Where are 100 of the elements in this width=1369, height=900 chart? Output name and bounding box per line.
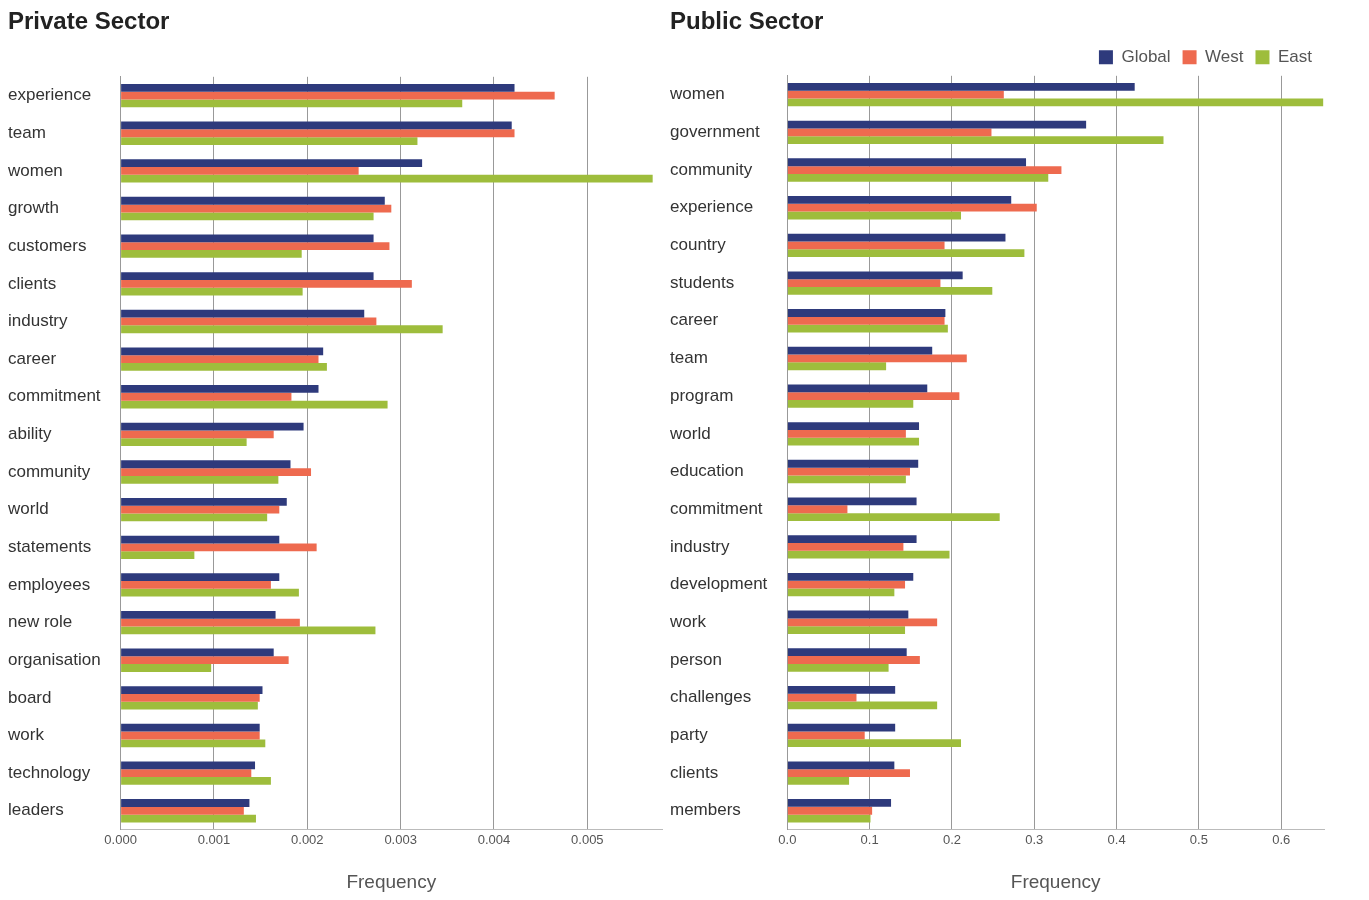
bar [121, 731, 260, 740]
y-tick-label: clients [8, 273, 57, 293]
bar [787, 128, 992, 137]
bar [787, 648, 907, 657]
bar [121, 400, 388, 409]
bar [121, 422, 304, 431]
bar [121, 196, 385, 205]
bar [787, 626, 906, 634]
bar [121, 234, 374, 243]
chart-title: Public Sector [670, 7, 824, 35]
bar [787, 120, 1087, 129]
bar [787, 211, 962, 220]
y-tick-label: experience [670, 197, 754, 217]
bar [787, 776, 850, 785]
bar [787, 497, 917, 506]
bar [121, 769, 252, 778]
bar [787, 580, 906, 589]
bar [121, 761, 256, 770]
bar [121, 83, 515, 92]
bar [121, 505, 280, 514]
y-tick-label: new role [8, 612, 73, 632]
bar [121, 347, 324, 356]
x-tick-label: 0.2 [942, 831, 961, 847]
y-tick-label: commitment [670, 498, 763, 518]
bar [787, 82, 1135, 91]
bar [787, 429, 906, 438]
bar [787, 739, 962, 748]
bar [787, 166, 1062, 174]
y-tick-label: members [670, 800, 741, 820]
bar [787, 173, 1049, 182]
y-tick-label: employees [8, 574, 91, 594]
bar [121, 543, 317, 552]
y-tick-label: program [670, 385, 734, 405]
x-tick-label: 0.004 [477, 831, 511, 847]
bar [787, 535, 917, 544]
bar [121, 777, 271, 785]
y-tick-label: world [669, 423, 711, 443]
bar [121, 535, 280, 544]
bar [121, 806, 244, 815]
y-tick-label: technology [8, 762, 91, 782]
y-tick-label: community [8, 461, 91, 481]
legend-label: West [1205, 46, 1244, 66]
y-tick-label: industry [8, 311, 69, 331]
bar [121, 137, 418, 145]
bar [121, 618, 300, 627]
x-axis-title: Frequency [1010, 870, 1102, 892]
bar [121, 99, 463, 108]
bar [787, 550, 950, 559]
bar [787, 324, 948, 333]
y-tick-label: organisation [8, 649, 101, 669]
bar [787, 761, 895, 770]
y-tick-label: women [7, 160, 63, 180]
bar [787, 806, 873, 815]
bar [787, 731, 865, 740]
y-tick-label: industry [670, 536, 731, 556]
bar [787, 196, 1012, 204]
x-tick-label: 0.3 [1025, 831, 1044, 847]
bar [787, 663, 889, 672]
y-tick-label: community [670, 159, 753, 179]
x-tick-label: 0.5 [1189, 831, 1208, 847]
bar [787, 249, 1025, 258]
bar [121, 475, 279, 484]
bar [787, 686, 896, 694]
bar [121, 362, 327, 371]
bar [121, 664, 212, 672]
bar [121, 279, 412, 288]
bar [121, 723, 260, 732]
bar [787, 279, 941, 287]
y-tick-label: commitment [8, 386, 101, 406]
bar [121, 656, 289, 665]
bar [121, 551, 195, 559]
bar [121, 693, 260, 702]
y-tick-label: students [670, 272, 735, 292]
bar [787, 422, 920, 430]
x-tick-label: 0.6 [1272, 831, 1291, 847]
legend-label: Global [1121, 46, 1171, 66]
bar [787, 203, 1037, 212]
bar [787, 656, 920, 664]
bar [121, 581, 271, 589]
y-tick-label: statements [8, 536, 92, 556]
bar [787, 459, 919, 468]
y-tick-label: ability [8, 424, 52, 444]
bar [787, 241, 945, 250]
bar [121, 686, 263, 694]
bar [787, 158, 1027, 167]
bar [787, 701, 938, 710]
bar [121, 385, 319, 393]
y-tick-label: world [7, 499, 49, 519]
bar [787, 90, 1004, 99]
x-tick-label: 0.001 [197, 831, 231, 847]
bar [121, 739, 266, 748]
bar [121, 272, 374, 280]
bar [121, 91, 555, 100]
legend-label: East [1277, 46, 1313, 66]
bar [121, 212, 374, 221]
y-tick-label: customers [8, 235, 87, 255]
bar [787, 392, 960, 401]
bar [121, 167, 359, 175]
bar [787, 233, 1006, 242]
x-tick-label: 0.003 [384, 831, 417, 847]
